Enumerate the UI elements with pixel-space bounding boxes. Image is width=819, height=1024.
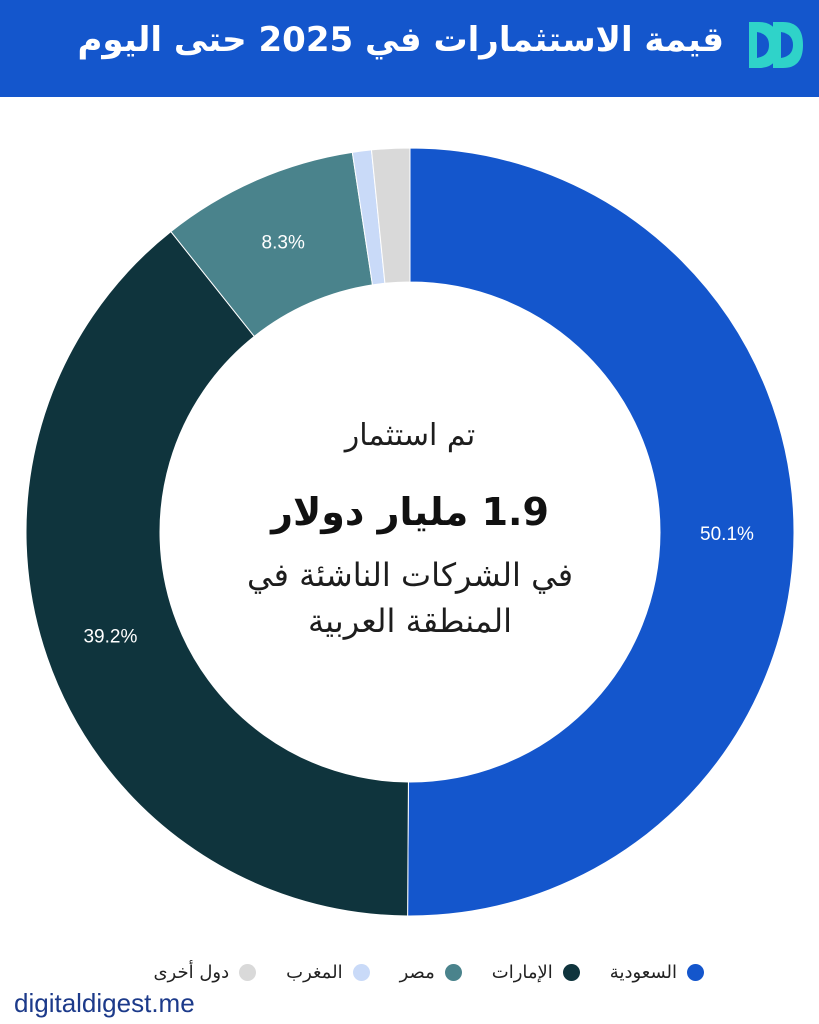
legend-item-4: دول أخرى	[153, 962, 257, 983]
donut-slice-1	[25, 230, 409, 917]
donut-slice-4	[370, 147, 411, 284]
legend-swatch-3	[352, 964, 370, 981]
legend-swatch-4	[239, 964, 257, 981]
center-text-amount: 1.9 مليار دولار	[271, 490, 549, 534]
center-text-line3: في الشركات الناشئة في	[246, 556, 574, 594]
legend-label-3: المغرب	[286, 962, 343, 983]
header-bar: قيمة الاستثمارات في 2025 حتى اليوم	[0, 0, 819, 97]
legend-label-2: مصر	[399, 962, 435, 983]
page-title: قيمة الاستثمارات في 2025 حتى اليوم	[77, 20, 725, 60]
legend-item-2: مصر	[400, 962, 462, 983]
legend-label-0: السعودية	[609, 962, 677, 983]
legend-swatch-1	[562, 964, 580, 981]
legend-swatch-0	[687, 964, 704, 981]
legend-label-4: دول أخرى	[153, 962, 230, 983]
legend-item-0: السعودية	[610, 962, 704, 983]
center-text-description: في الشركات الناشئة في المنطقة العربية	[200, 552, 620, 644]
chart-legend: السعودية الإمارات مصر المغرب دول أخرى	[153, 962, 704, 983]
legend-item-1: الإمارات	[492, 962, 580, 983]
watermark: digitaldigest.me	[14, 988, 195, 1018]
center-text-line1: تم استثمار	[344, 418, 476, 453]
legend-swatch-2	[444, 964, 462, 981]
slice-label-0: 50.1%	[700, 524, 754, 545]
donut-slice-0	[407, 147, 795, 917]
center-text-line4: المنطقة العربية	[307, 602, 512, 640]
legend-label-1: الإمارات	[491, 962, 553, 983]
slice-label-1: 39.2%	[83, 627, 137, 648]
double-d-logo-icon	[749, 22, 803, 68]
donut-chart: 50.1% 39.2% 8.3%	[25, 147, 795, 917]
slice-label-2: 8.3%	[262, 232, 305, 253]
legend-item-3: المغرب	[286, 962, 370, 983]
